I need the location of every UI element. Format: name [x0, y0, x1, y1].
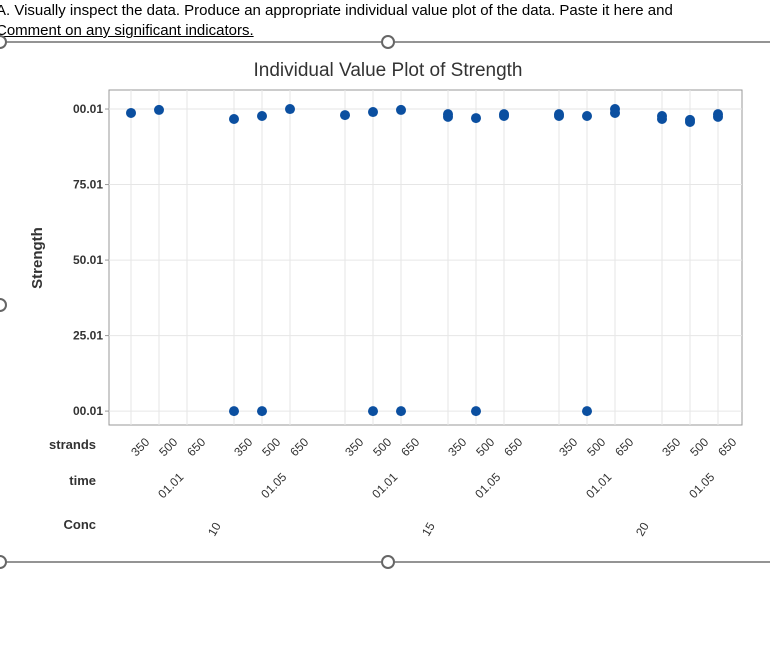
- x-tick-label: 500: [370, 435, 394, 459]
- data-point: [582, 406, 592, 417]
- x-tick-label: 500: [473, 435, 497, 459]
- y-tick-label: 00.01: [73, 102, 103, 116]
- y-tick-label: 75.01: [73, 178, 103, 192]
- data-point: [257, 406, 267, 417]
- data-point: [154, 104, 164, 115]
- data-point: [229, 113, 239, 124]
- x-tick-label: 650: [501, 435, 525, 459]
- instruction-line: Comment on any significant indicators.: [0, 22, 254, 39]
- time-label: 01.01: [369, 470, 400, 501]
- x-tick-label: 650: [398, 435, 422, 459]
- resize-handle[interactable]: [381, 555, 395, 569]
- data-point: [499, 110, 509, 121]
- data-point: [257, 110, 267, 121]
- row-label: strands: [49, 437, 96, 452]
- data-point: [126, 107, 136, 118]
- y-tick-label: 50.01: [73, 253, 103, 267]
- row-label: Conc: [64, 517, 97, 532]
- data-point: [340, 110, 350, 121]
- data-point: [471, 406, 481, 417]
- x-tick-label: 350: [128, 435, 152, 459]
- time-label: 01.01: [583, 470, 614, 501]
- plot-area: [108, 89, 743, 426]
- data-point: [285, 104, 295, 115]
- instruction-line: A. Visually inspect the data. Produce an…: [0, 2, 673, 19]
- data-point: [368, 107, 378, 118]
- time-label: 01.01: [155, 470, 186, 501]
- x-tick-label: 500: [687, 435, 711, 459]
- time-label: 01.05: [686, 470, 717, 501]
- data-point: [396, 104, 406, 115]
- data-point: [685, 117, 695, 128]
- y-axis-label: Strength: [29, 227, 46, 289]
- data-point: [229, 406, 239, 417]
- data-point: [368, 406, 378, 417]
- x-tick-label: 650: [287, 435, 311, 459]
- x-tick-label: 650: [184, 435, 208, 459]
- row-label: time: [69, 473, 96, 488]
- data-point: [582, 110, 592, 121]
- x-tick-label: 500: [259, 435, 283, 459]
- x-tick-label: 350: [231, 435, 255, 459]
- data-point: [396, 406, 406, 417]
- conc-label: 10: [205, 520, 224, 539]
- resize-handle[interactable]: [381, 35, 395, 49]
- data-point: [713, 111, 723, 122]
- x-tick-label: 350: [445, 435, 469, 459]
- x-tick-label: 350: [556, 435, 580, 459]
- y-tick-label: 00.01: [73, 404, 103, 418]
- conc-label: 20: [633, 520, 652, 539]
- data-point: [657, 113, 667, 124]
- chart-title: Individual Value Plot of Strength: [254, 60, 523, 81]
- conc-label: 15: [419, 520, 438, 539]
- data-point: [610, 107, 620, 118]
- x-tick-label: 350: [659, 435, 683, 459]
- resize-handle[interactable]: [0, 35, 7, 49]
- resize-handle[interactable]: [0, 298, 7, 312]
- x-tick-label: 350: [342, 435, 366, 459]
- x-tick-label: 500: [584, 435, 608, 459]
- time-label: 01.05: [472, 470, 503, 501]
- x-tick-label: 500: [156, 435, 180, 459]
- data-point: [471, 113, 481, 124]
- time-label: 01.05: [258, 470, 289, 501]
- data-point: [443, 111, 453, 122]
- data-point: [554, 110, 564, 121]
- x-tick-label: 650: [612, 435, 636, 459]
- x-tick-label: 650: [715, 435, 739, 459]
- resize-handle[interactable]: [0, 555, 7, 569]
- y-tick-label: 25.01: [73, 329, 103, 343]
